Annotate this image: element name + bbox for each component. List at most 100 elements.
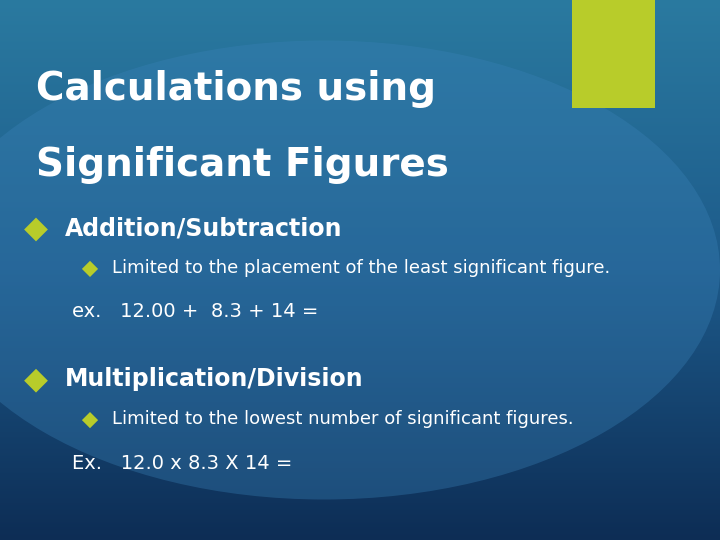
Bar: [0, 217, 720, 218]
Bar: [0, 400, 720, 401]
Bar: [0, 114, 720, 116]
Bar: [0, 66, 720, 67]
Bar: [0, 121, 720, 122]
Bar: [0, 222, 720, 224]
Bar: [0, 22, 720, 23]
Bar: [0, 320, 720, 321]
Bar: [0, 517, 720, 518]
Bar: [0, 6, 720, 8]
Bar: [0, 293, 720, 294]
Bar: [572, 0, 655, 108]
Bar: [0, 252, 720, 253]
Bar: [0, 494, 720, 495]
Bar: [0, 424, 720, 426]
Bar: [0, 125, 720, 126]
Bar: [0, 404, 720, 405]
Bar: [0, 472, 720, 473]
Bar: [0, 159, 720, 160]
Bar: [0, 205, 720, 206]
Bar: [0, 174, 720, 175]
Bar: [0, 167, 720, 168]
Bar: [0, 393, 720, 394]
Bar: [0, 118, 720, 119]
Bar: [0, 271, 720, 272]
Bar: [0, 103, 720, 104]
Bar: [0, 45, 720, 46]
Bar: [0, 338, 720, 339]
Bar: [0, 41, 720, 42]
Bar: [0, 204, 720, 205]
Bar: [0, 311, 720, 312]
Bar: [0, 79, 720, 80]
Bar: [0, 403, 720, 404]
Bar: [0, 208, 720, 210]
Bar: [0, 437, 720, 438]
Bar: [0, 56, 720, 57]
Bar: [0, 524, 720, 525]
Bar: [0, 286, 720, 287]
Bar: [0, 183, 720, 184]
Bar: [0, 491, 720, 492]
Bar: [0, 282, 720, 283]
Bar: [0, 192, 720, 193]
Bar: [0, 296, 720, 297]
Bar: [0, 376, 720, 377]
Bar: [0, 438, 720, 440]
Bar: [0, 136, 720, 137]
Text: ex.   12.00 +  8.3 + 14 =: ex. 12.00 + 8.3 + 14 =: [72, 302, 318, 321]
Text: Calculations using: Calculations using: [36, 70, 436, 108]
Bar: [0, 228, 720, 229]
Bar: [0, 392, 720, 393]
Bar: [0, 25, 720, 26]
Bar: [0, 132, 720, 133]
Bar: [0, 261, 720, 262]
Bar: [0, 213, 720, 214]
Bar: [0, 329, 720, 330]
Bar: [0, 238, 720, 239]
Bar: [0, 158, 720, 159]
Bar: [0, 525, 720, 526]
Bar: [0, 508, 720, 509]
Bar: [0, 268, 720, 269]
Bar: [0, 135, 720, 136]
Bar: [0, 203, 720, 204]
Bar: [0, 433, 720, 434]
Bar: [0, 356, 720, 357]
Bar: [0, 381, 720, 382]
Bar: [0, 198, 720, 199]
Bar: [0, 267, 720, 268]
Bar: [0, 334, 720, 335]
Bar: [0, 65, 720, 66]
Bar: [0, 270, 720, 271]
Bar: [0, 4, 720, 5]
Bar: [0, 487, 720, 488]
Bar: [0, 269, 720, 270]
Bar: [0, 272, 720, 273]
Bar: [0, 179, 720, 180]
Bar: [0, 75, 720, 76]
Bar: [0, 464, 720, 465]
Bar: [0, 340, 720, 341]
Bar: [0, 430, 720, 431]
Bar: [0, 460, 720, 461]
Bar: [0, 451, 720, 453]
Bar: [0, 11, 720, 12]
Bar: [0, 17, 720, 18]
Bar: [0, 177, 720, 178]
Bar: [0, 364, 720, 365]
Bar: [0, 353, 720, 354]
Bar: [0, 289, 720, 291]
Bar: [0, 31, 720, 32]
Bar: [0, 350, 720, 351]
Bar: [0, 281, 720, 282]
Bar: [0, 351, 720, 352]
Bar: [0, 161, 720, 162]
Bar: [0, 459, 720, 460]
Bar: [0, 247, 720, 248]
Bar: [0, 73, 720, 75]
Bar: [0, 446, 720, 447]
Bar: [0, 89, 720, 90]
Bar: [0, 36, 720, 37]
Bar: [0, 156, 720, 157]
Bar: [0, 110, 720, 111]
